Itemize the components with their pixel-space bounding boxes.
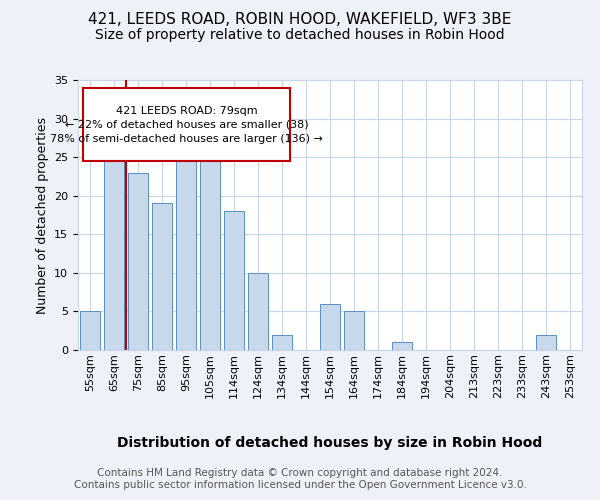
Text: Distribution of detached houses by size in Robin Hood: Distribution of detached houses by size … (118, 436, 542, 450)
Bar (536, 334, 556, 350)
Text: Contains HM Land Registry data © Crown copyright and database right 2024.
Contai: Contains HM Land Registry data © Crown c… (74, 468, 526, 490)
Bar (104, 134, 124, 350)
Text: 421 LEEDS ROAD: 79sqm
← 22% of detached houses are smaller (38)
78% of semi-deta: 421 LEEDS ROAD: 79sqm ← 22% of detached … (50, 106, 323, 144)
Bar (344, 312, 364, 350)
Text: Size of property relative to detached houses in Robin Hood: Size of property relative to detached ho… (95, 28, 505, 42)
Bar (80, 312, 100, 350)
Bar (392, 342, 412, 350)
Bar (200, 134, 220, 350)
Bar (152, 204, 172, 350)
Bar (320, 304, 340, 350)
Bar (248, 273, 268, 350)
Bar (272, 334, 292, 350)
Y-axis label: Number of detached properties: Number of detached properties (35, 116, 49, 314)
Text: 421, LEEDS ROAD, ROBIN HOOD, WAKEFIELD, WF3 3BE: 421, LEEDS ROAD, ROBIN HOOD, WAKEFIELD, … (88, 12, 512, 28)
Bar (176, 126, 196, 350)
FancyBboxPatch shape (83, 88, 290, 161)
Bar (128, 172, 148, 350)
Bar (224, 211, 244, 350)
